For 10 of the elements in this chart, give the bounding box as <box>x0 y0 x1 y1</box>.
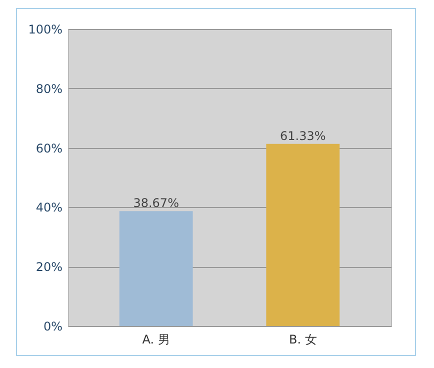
y-tick-label: 60% <box>36 141 62 156</box>
y-tick-label: 80% <box>36 82 62 96</box>
data-label: 38.67% <box>133 196 179 210</box>
y-tick-label: 100% <box>28 22 62 36</box>
x-tick-label: B. 女 <box>288 332 317 346</box>
y-tick-label: 0% <box>43 320 62 334</box>
x-tick-label: A. 男 <box>142 332 170 346</box>
y-tick-label: 40% <box>36 200 62 215</box>
y-tick-label: 20% <box>36 260 62 274</box>
data-label: 61.33% <box>280 128 326 143</box>
